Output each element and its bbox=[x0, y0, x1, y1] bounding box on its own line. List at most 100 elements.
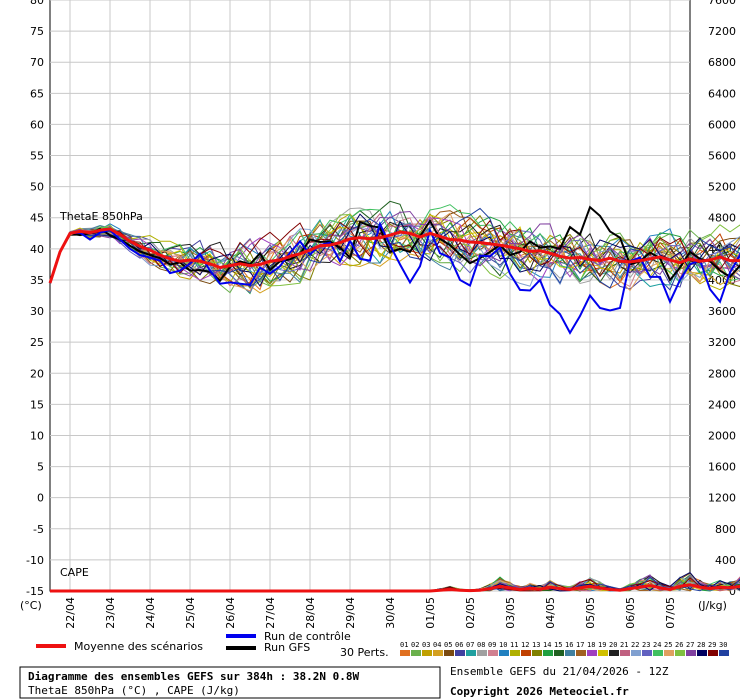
pert-legend-number: 23 bbox=[642, 641, 650, 649]
x-tick-label: 23/04 bbox=[104, 597, 117, 629]
pert-legend-swatch bbox=[697, 650, 707, 656]
pert-legend-number: 02 bbox=[411, 641, 419, 649]
x-tick-label: 28/04 bbox=[304, 597, 317, 629]
left-tick-label: 5 bbox=[37, 461, 44, 474]
right-tick-label: 800 bbox=[715, 523, 736, 536]
pert-legend-swatch bbox=[642, 650, 652, 656]
x-tick-label: 02/05 bbox=[464, 597, 477, 629]
pert-legend-swatch bbox=[620, 650, 630, 656]
thetae-panel-label: ThetaE 850hPa bbox=[59, 210, 143, 223]
pert-legend-number: 05 bbox=[444, 641, 452, 649]
pert-legend-number: 22 bbox=[631, 641, 639, 649]
run-info: Ensemble GEFS du 21/04/2026 - 12Z bbox=[450, 665, 669, 678]
pert-legend-number: 27 bbox=[686, 641, 694, 649]
pert-legend-swatch bbox=[532, 650, 542, 656]
pert-legend-number: 14 bbox=[543, 641, 551, 649]
x-tick-label: 30/04 bbox=[384, 597, 397, 629]
left-tick-label: 65 bbox=[30, 87, 44, 100]
left-tick-label: 25 bbox=[30, 336, 44, 349]
pert-legend-number: 26 bbox=[675, 641, 683, 649]
pert-legend-number: 03 bbox=[422, 641, 430, 649]
left-tick-label: 80 bbox=[30, 0, 44, 7]
right-tick-label: 7600 bbox=[708, 0, 736, 7]
x-tick-label: 01/05 bbox=[424, 597, 437, 629]
pert-legend-swatch bbox=[488, 650, 498, 656]
pert-legend-number: 18 bbox=[587, 641, 595, 649]
right-tick-label: 1600 bbox=[708, 461, 736, 474]
pert-legend-swatch bbox=[554, 650, 564, 656]
pert-legend-number: 10 bbox=[499, 641, 507, 649]
pert-legend-number: 17 bbox=[576, 641, 584, 649]
pert-legend-swatch bbox=[400, 650, 410, 656]
left-tick-label: 55 bbox=[30, 150, 44, 163]
pert-legend-swatch bbox=[411, 650, 421, 656]
pert-legend-swatch bbox=[598, 650, 608, 656]
pert-legend-number: 01 bbox=[400, 641, 408, 649]
pert-legend-number: 30 bbox=[719, 641, 727, 649]
pert-legend-swatch bbox=[609, 650, 619, 656]
right-tick-label: 6800 bbox=[708, 56, 736, 69]
pert-legend-swatch bbox=[675, 650, 685, 656]
pert-legend-number: 12 bbox=[521, 641, 529, 649]
x-tick-label: 24/04 bbox=[144, 597, 157, 629]
pert-legend-number: 09 bbox=[488, 641, 496, 649]
right-tick-label: 1200 bbox=[708, 492, 736, 505]
pert-legend-number: 29 bbox=[708, 641, 716, 649]
copyright: Copyright 2026 Meteociel.fr bbox=[450, 685, 629, 698]
legend-perts-label: 30 Perts. bbox=[340, 646, 389, 659]
left-tick-label: 40 bbox=[30, 243, 44, 256]
right-tick-label: 6000 bbox=[708, 118, 736, 131]
x-tick-label: 03/05 bbox=[504, 597, 517, 629]
left-tick-label: 50 bbox=[30, 181, 44, 194]
pert-legend-number: 15 bbox=[554, 641, 562, 649]
pert-legend-swatch bbox=[466, 650, 476, 656]
x-tick-label: 06/05 bbox=[624, 597, 637, 629]
pert-legend-number: 21 bbox=[620, 641, 628, 649]
right-tick-label: 5600 bbox=[708, 150, 736, 163]
pert-legend-number: 07 bbox=[466, 641, 474, 649]
pert-legend-swatch bbox=[587, 650, 597, 656]
pert-legend-swatch bbox=[499, 650, 509, 656]
perturbation-legend: 01 02 03 04 05 06 07 08 09 10 11 12 13 14 15 16 17 18 19 20… bbox=[400, 641, 729, 656]
pert-legend-swatch bbox=[444, 650, 454, 656]
right-tick-label: 3600 bbox=[708, 305, 736, 318]
right-tick-label: 4800 bbox=[708, 212, 736, 225]
pert-legend-swatch bbox=[543, 650, 553, 656]
legend-gfs-label: Run GFS bbox=[264, 641, 310, 654]
pert-legend-number: 25 bbox=[664, 641, 672, 649]
pert-legend-swatch bbox=[521, 650, 531, 656]
pert-legend-swatch bbox=[631, 650, 641, 656]
pert-legend-number: 28 bbox=[697, 641, 705, 649]
pert-legend-number: 24 bbox=[653, 641, 661, 649]
x-tick-label: 29/04 bbox=[344, 597, 357, 629]
pert-legend-swatch bbox=[477, 650, 487, 656]
left-tick-label: 0 bbox=[37, 492, 44, 505]
x-tick-label: 05/05 bbox=[584, 597, 597, 629]
pert-legend-swatch bbox=[719, 650, 729, 656]
right-tick-label: 3200 bbox=[708, 336, 736, 349]
right-tick-label: 2400 bbox=[708, 398, 736, 411]
pert-legend-swatch bbox=[576, 650, 586, 656]
pert-legend-number: 20 bbox=[609, 641, 617, 649]
left-tick-label: 70 bbox=[30, 56, 44, 69]
left-tick-label: -10 bbox=[26, 554, 44, 567]
left-tick-label: -5 bbox=[33, 523, 44, 536]
pert-legend-swatch bbox=[433, 650, 443, 656]
pert-legend-swatch bbox=[664, 650, 674, 656]
pert-legend-number: 06 bbox=[455, 641, 463, 649]
right-tick-label: 400 bbox=[715, 554, 736, 567]
right-tick-label: 6400 bbox=[708, 87, 736, 100]
left-tick-label: 30 bbox=[30, 305, 44, 318]
x-axis-ticks: 22/04 23/04 24/04 25/04 26/04 27/04 28/04 29/04… bbox=[64, 597, 677, 629]
x-tick-label: 22/04 bbox=[64, 597, 77, 629]
chart-title: Diagramme des ensembles GEFS sur 384h : … bbox=[28, 670, 360, 683]
pert-legend-number: 08 bbox=[477, 641, 485, 649]
left-tick-label: 35 bbox=[30, 274, 44, 287]
x-tick-label: 27/04 bbox=[264, 597, 277, 629]
cape-panel-label: CAPE bbox=[60, 566, 89, 579]
pert-legend-swatch bbox=[653, 650, 663, 656]
x-tick-label: 04/05 bbox=[544, 597, 557, 629]
right-tick-label: 5200 bbox=[708, 181, 736, 194]
